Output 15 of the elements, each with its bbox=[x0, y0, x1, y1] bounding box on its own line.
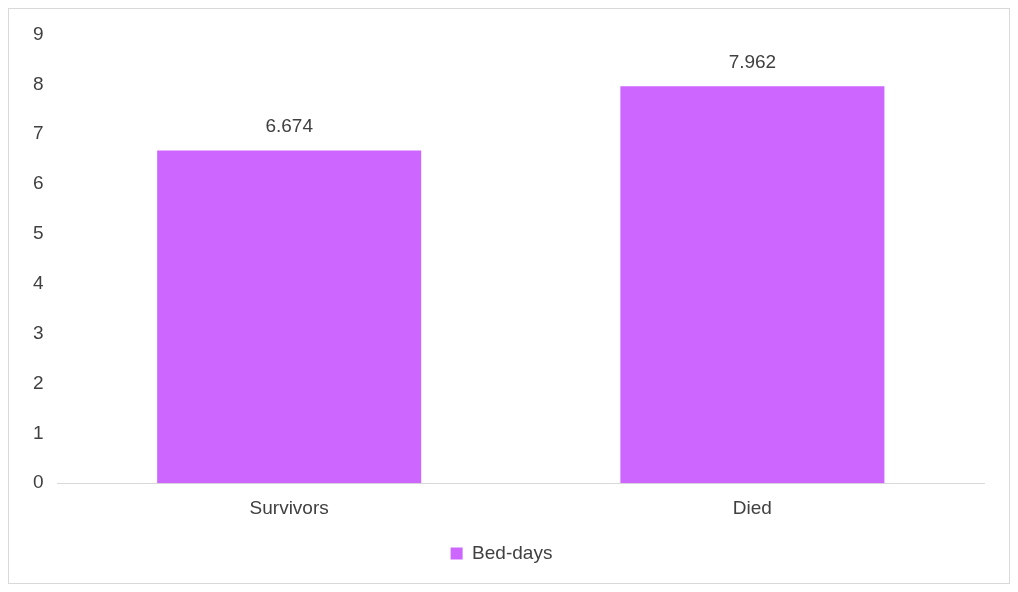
x-tick-label: Died bbox=[732, 496, 772, 518]
y-tick-label: 7 bbox=[32, 122, 44, 144]
y-tick-label: 3 bbox=[32, 321, 44, 343]
y-tick-label: 1 bbox=[32, 421, 44, 443]
data-label: 7.962 bbox=[728, 50, 777, 72]
data-label: 6.674 bbox=[265, 115, 314, 137]
y-tick-label: 6 bbox=[32, 172, 44, 194]
y-tick-label: 9 bbox=[32, 22, 44, 44]
y-tick-label: 4 bbox=[32, 271, 44, 293]
y-tick-label: 2 bbox=[32, 371, 44, 393]
legend-label: Bed-days bbox=[472, 541, 553, 563]
y-tick-label: 0 bbox=[32, 471, 44, 493]
y-tick-label: 8 bbox=[32, 72, 44, 94]
y-tick-label: 5 bbox=[32, 222, 44, 244]
x-tick-label: Survivors bbox=[249, 496, 329, 518]
